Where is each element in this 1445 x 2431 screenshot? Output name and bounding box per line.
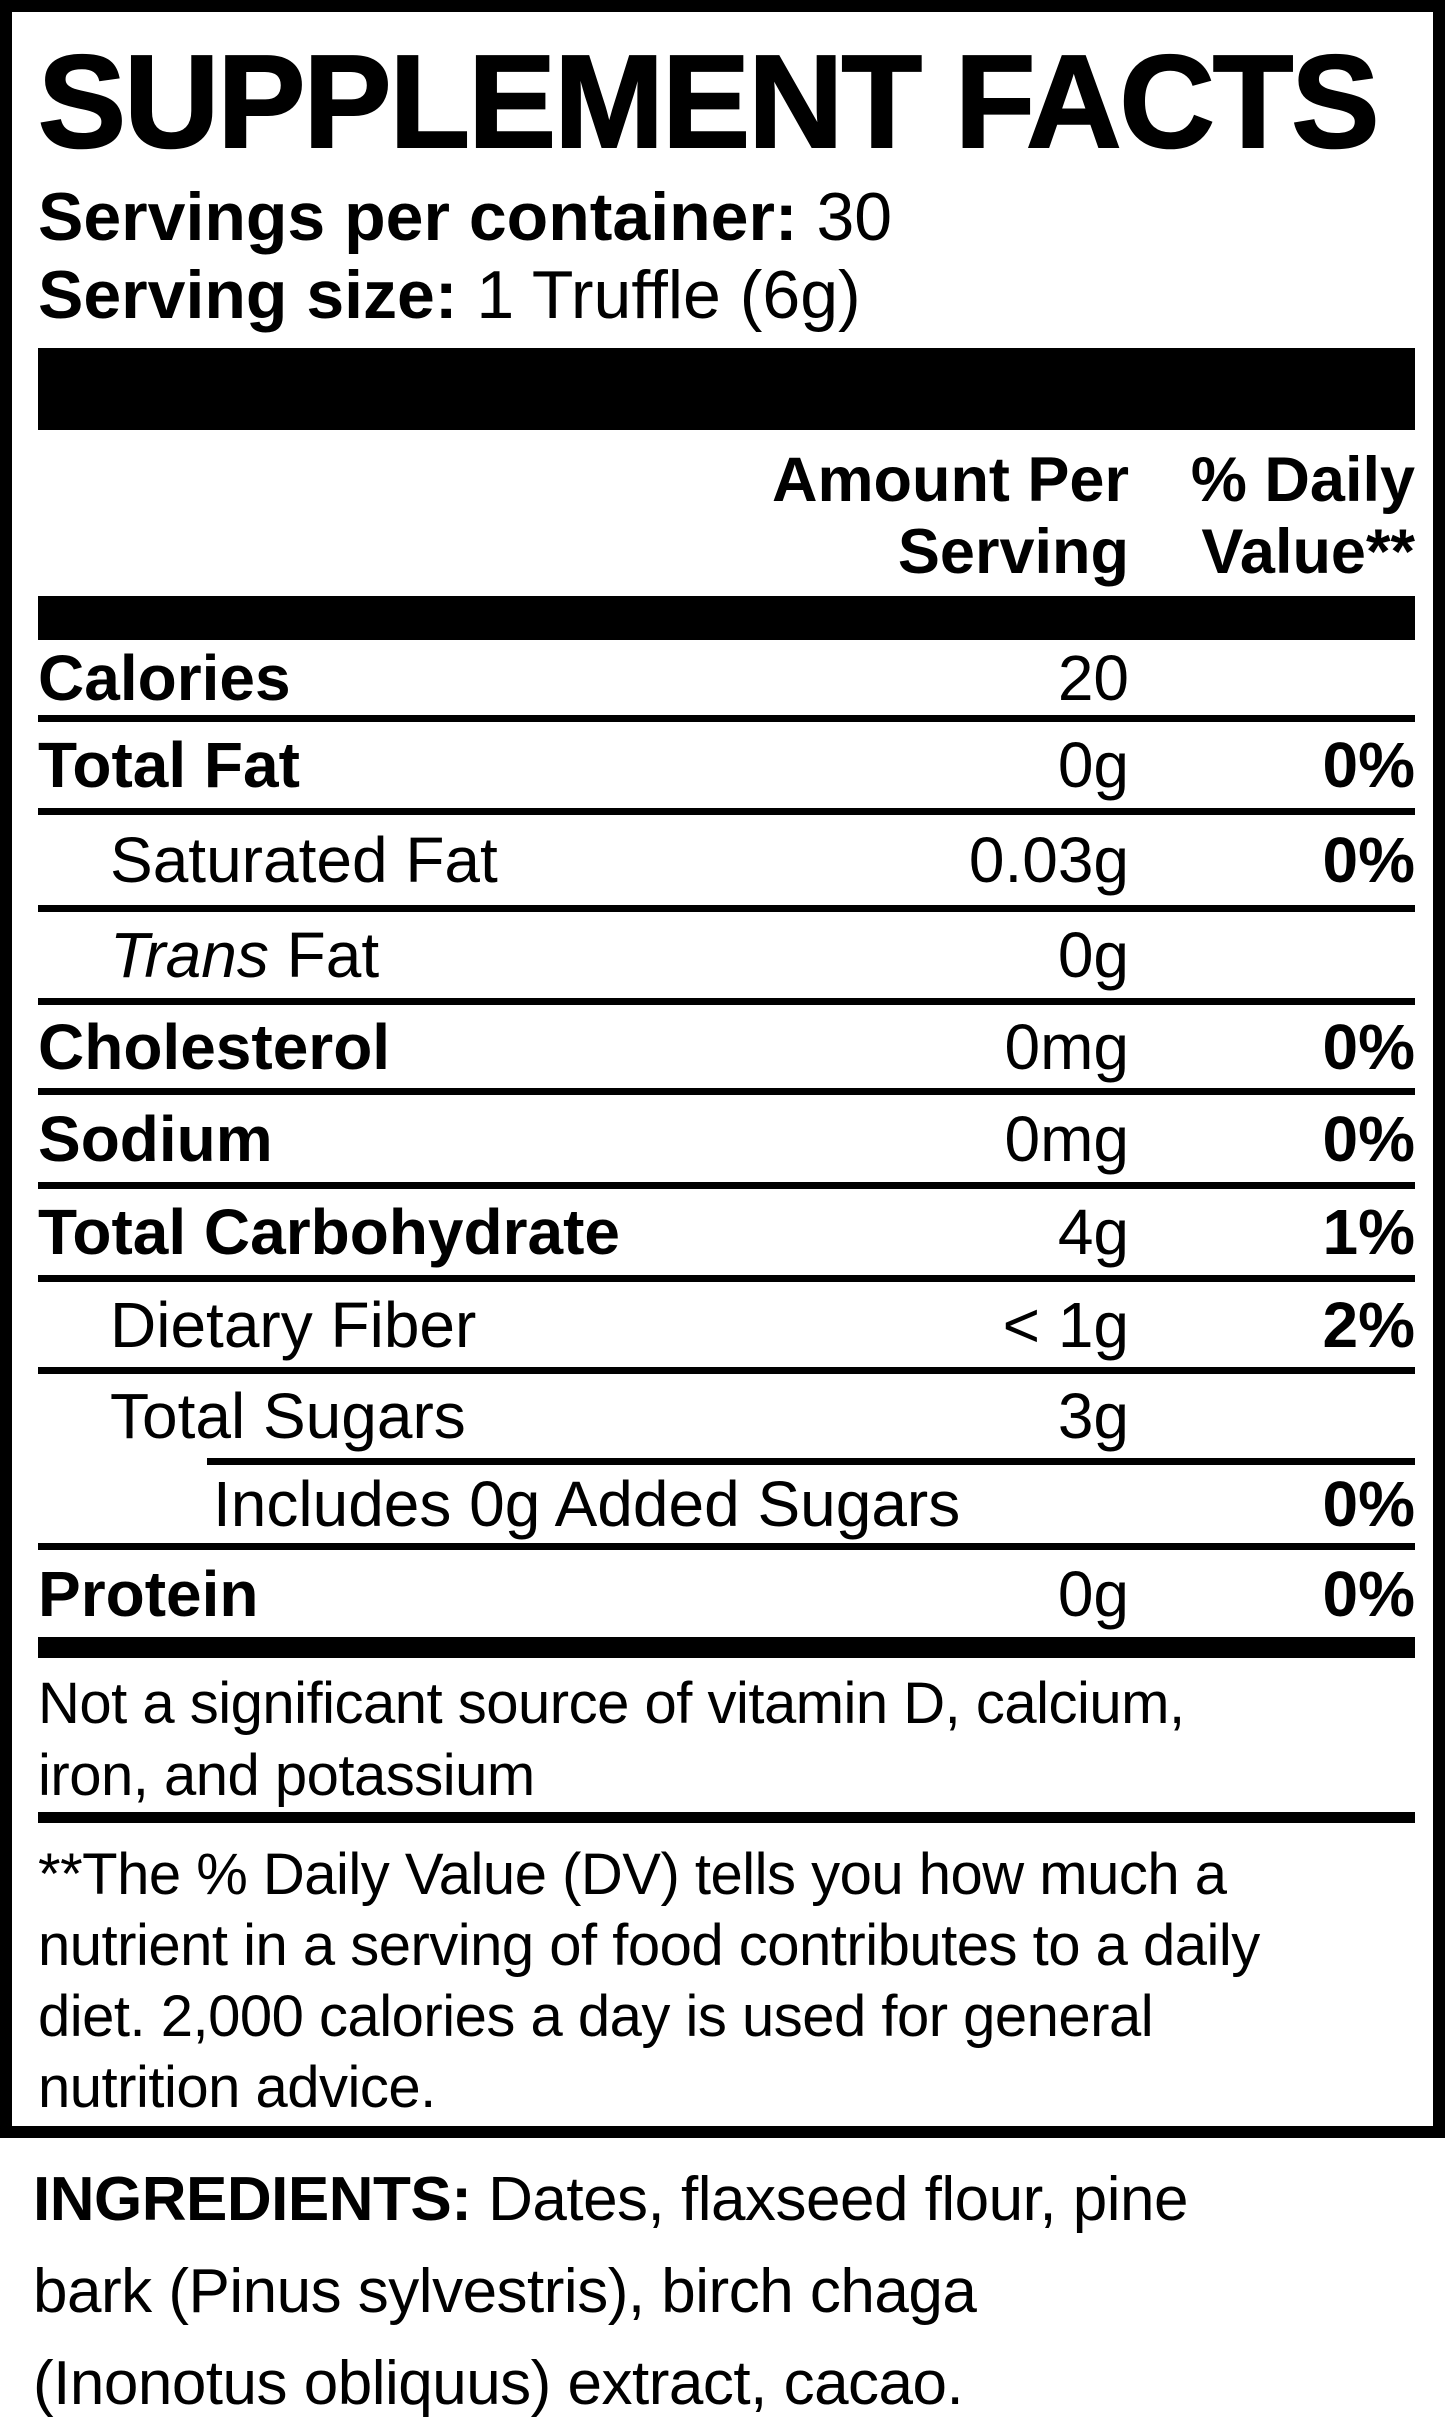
column-header: Amount Per Serving % Daily Value** — [38, 444, 1415, 588]
divider — [38, 1367, 1415, 1374]
divider — [38, 1275, 1415, 1282]
nutrient-dv: 0% — [1322, 729, 1416, 801]
nutrient-name: Cholesterol — [38, 1010, 391, 1083]
row-saturated-fat: Saturated Fat 0.03g 0% — [38, 815, 1415, 905]
nutrient-name: Sodium — [38, 1102, 273, 1175]
not-significant-line2: iron, and potassium — [38, 1743, 535, 1808]
divider — [38, 1543, 1415, 1550]
serving-size-label: Serving size: — [38, 257, 458, 333]
ingredients-line1: INGREDIENTS: Dates, flaxseed flour, pine — [33, 2154, 1412, 2246]
row-protein: Protein 0g 0% — [38, 1550, 1415, 1637]
nutrient-amount: 0g — [1057, 919, 1129, 991]
divider — [38, 1182, 1415, 1189]
footnote-line3: diet. 2,000 calories a day is used for g… — [38, 1984, 1154, 2049]
nutrient-name: Includes 0g Added Sugars — [213, 1468, 961, 1540]
nutrient-amount: 20 — [1057, 641, 1129, 714]
nutrient-amount: 4g — [1057, 1196, 1129, 1268]
row-calories: Calories 20 — [38, 640, 1415, 715]
nutrient-name: Trans Fat — [38, 918, 909, 992]
nutrient-name: Total Fat — [38, 729, 300, 801]
nutrient-dv: 0% — [1322, 1102, 1416, 1175]
serving-size-line: Serving size: 1 Truffle (6g) — [38, 256, 1415, 334]
row-trans-fat: Trans Fat 0g — [38, 912, 1415, 998]
nutrient-amount: 0g — [1057, 1557, 1129, 1630]
nutrient-dv: 1% — [1322, 1196, 1416, 1268]
header-amount-per-serving: Amount Per Serving — [749, 444, 1129, 588]
nutrient-amount: 0g — [1057, 729, 1129, 801]
divider-inset — [207, 1458, 1415, 1465]
daily-value-footnote: **The % Daily Value (DV) tells you how m… — [38, 1839, 1415, 2123]
footnote-line4: nutrition advice. — [38, 2055, 436, 2120]
divider — [38, 808, 1415, 815]
ingredients-line2: bark (Pinus sylvestris), birch chaga — [33, 2257, 977, 2326]
supplement-facts-panel: SUPPLEMENT FACTS Servings per container:… — [0, 0, 1445, 2138]
nutrient-amount: 0.03g — [968, 824, 1129, 896]
not-significant-line1: Not a significant source of vitamin D, c… — [38, 1671, 1185, 1736]
row-total-carbohydrate: Total Carbohydrate 4g 1% — [38, 1189, 1415, 1275]
black-bar-top — [38, 348, 1415, 430]
nutrient-name: Saturated Fat — [110, 824, 498, 896]
ingredients-label: INGREDIENTS: — [33, 2165, 472, 2234]
divider — [38, 715, 1415, 722]
row-total-sugars: Total Sugars 3g — [38, 1374, 1415, 1458]
not-significant-note: Not a significant source of vitamin D, c… — [38, 1668, 1415, 1812]
footnote-line2: nutrient in a serving of food contribute… — [38, 1913, 1260, 1978]
header-percent-daily-value: % Daily Value** — [1129, 444, 1415, 588]
nutrient-dv: 0% — [1322, 1010, 1416, 1083]
row-total-fat: Total Fat 0g 0% — [38, 722, 1415, 808]
trans-fat-rest: Fat — [268, 919, 380, 991]
row-cholesterol: Cholesterol 0mg 0% — [38, 1005, 1415, 1088]
divider-thick — [38, 1812, 1415, 1823]
nutrient-amount: < 1g — [1002, 1288, 1129, 1361]
black-bar-bottom — [38, 1637, 1415, 1658]
nutrient-amount: 0mg — [1004, 1010, 1130, 1083]
ingredients-line1-text: Dates, flaxseed flour, pine — [471, 2165, 1189, 2234]
nutrient-amount: 3g — [1057, 1380, 1129, 1452]
nutrient-amount: 0mg — [1004, 1102, 1130, 1175]
nutrient-name: Protein — [38, 1557, 259, 1630]
nutrient-dv: 0% — [1322, 1557, 1416, 1630]
trans-italic: Trans — [110, 919, 269, 991]
nutrient-dv: 0% — [1322, 1468, 1416, 1540]
row-added-sugars: Includes 0g Added Sugars 0% — [38, 1465, 1415, 1543]
footnote-line1: **The % Daily Value (DV) tells you how m… — [38, 1842, 1227, 1907]
header-amount-line1: Amount Per — [771, 445, 1129, 515]
ingredients-section: INGREDIENTS: Dates, flaxseed flour, pine… — [0, 2138, 1445, 2430]
black-bar-header — [38, 596, 1415, 640]
nutrient-name: Calories — [38, 641, 291, 714]
header-dv-line2: Value** — [1201, 517, 1415, 587]
row-dietary-fiber: Dietary Fiber < 1g 2% — [38, 1282, 1415, 1367]
divider — [38, 905, 1415, 912]
nutrient-dv: 2% — [1322, 1288, 1416, 1361]
divider — [38, 998, 1415, 1005]
servings-per-container-line: Servings per container: 30 — [38, 178, 1415, 256]
ingredients-line3: (Inonotus obliquus) extract, cacao. — [33, 2349, 964, 2418]
serving-size-value: 1 Truffle (6g) — [457, 257, 861, 333]
nutrient-name: Total Carbohydrate — [38, 1196, 620, 1268]
nutrient-name: Total Sugars — [110, 1380, 466, 1452]
header-dv-line1: % Daily — [1190, 445, 1415, 515]
servings-label: Servings per container: — [38, 179, 798, 255]
header-amount-line2: Serving — [897, 517, 1129, 587]
nutrient-dv: 0% — [1322, 824, 1416, 896]
divider — [38, 1088, 1415, 1095]
row-sodium: Sodium 0mg 0% — [38, 1095, 1415, 1182]
nutrient-name: Dietary Fiber — [110, 1288, 477, 1361]
panel-title: SUPPLEMENT FACTS — [37, 28, 1380, 175]
servings-value: 30 — [797, 179, 893, 255]
